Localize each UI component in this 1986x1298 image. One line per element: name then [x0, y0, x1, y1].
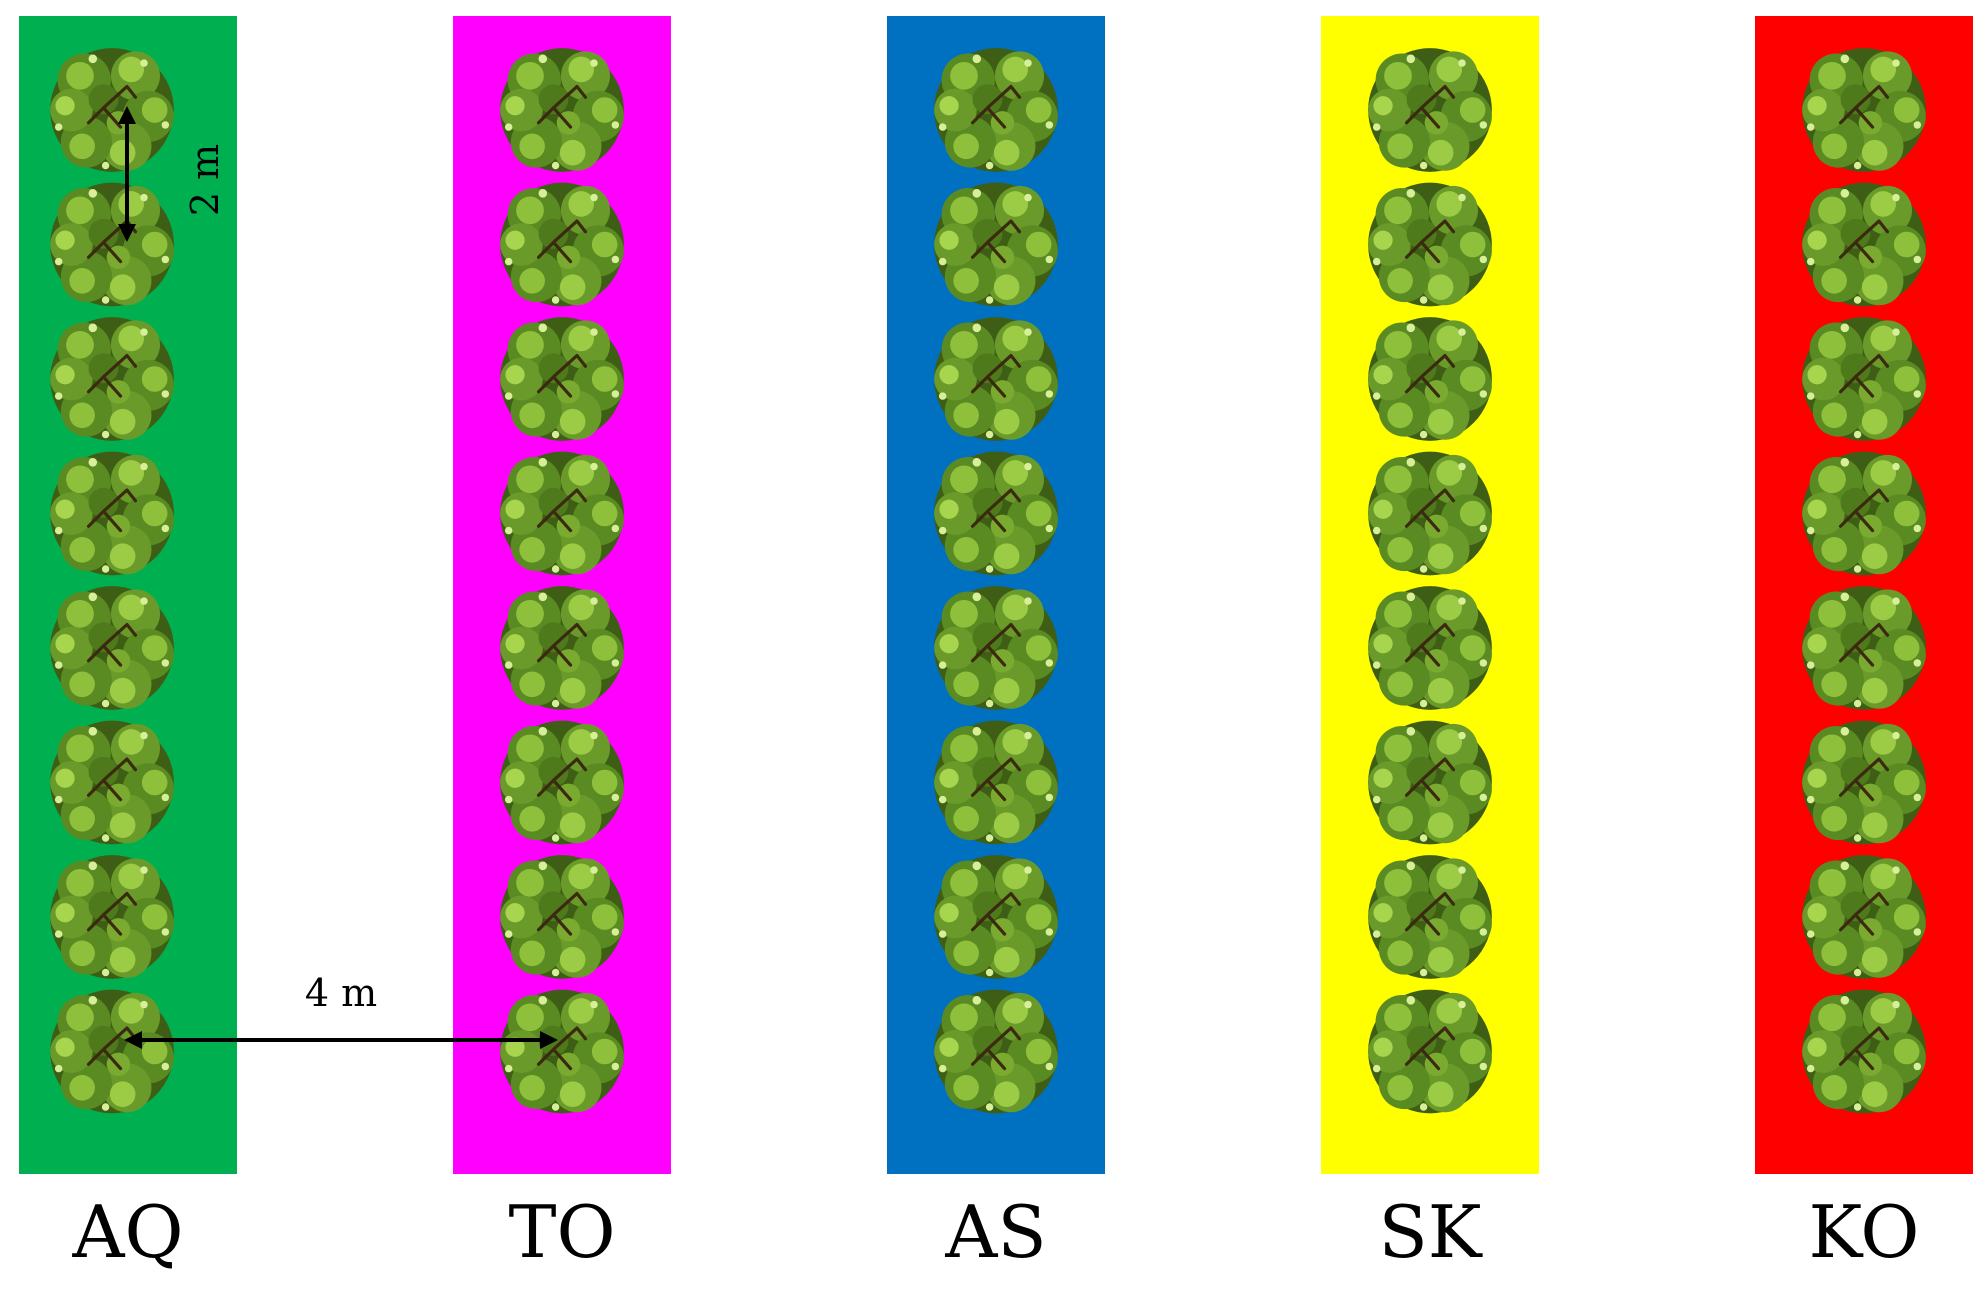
spacing-dimensions: 2 m 4 m: [118, 106, 558, 1049]
tree-top-view-icon: [48, 46, 176, 174]
tree-top-view-icon: [1800, 315, 1928, 443]
tree-top-view-icon: [498, 853, 626, 981]
tree-top-view-icon: [1800, 584, 1928, 712]
tree-top-view-icon: [498, 988, 626, 1115]
tree-top-view-icon: [498, 315, 626, 443]
tree-top-view-icon: [498, 719, 626, 846]
tree-top-view-icon: [48, 988, 176, 1115]
between-row-spacing-label: 4 m: [305, 971, 377, 1015]
tree-top-view-icon: [1800, 853, 1928, 981]
tree-top-view-icon: [1366, 719, 1494, 846]
in-row-spacing-label: 2 m: [183, 144, 227, 216]
tree-top-view-icon: [932, 853, 1060, 981]
tree-top-view-icon: [48, 181, 176, 308]
tree-top-view-icon: [498, 181, 626, 308]
tree-top-view-icon: [932, 719, 1060, 846]
tree-top-view-icon: [1366, 450, 1494, 577]
tree-top-view-icon: [498, 450, 626, 577]
row-label-ko: KO: [1809, 1190, 1920, 1274]
tree-top-view-icon: [498, 584, 626, 712]
tree-top-view-icon: [48, 853, 176, 981]
tree-top-view-icon: [932, 988, 1060, 1115]
tree-top-view-icon: [932, 181, 1060, 308]
tree-top-view-icon: [932, 46, 1060, 174]
between-row-spacing-arrow: 4 m: [124, 971, 558, 1049]
tree-top-view-icon: [48, 315, 176, 443]
tree-top-view-icon: [1366, 315, 1494, 443]
row-label-to: TO: [508, 1190, 615, 1274]
tree-top-view-icon: [498, 46, 626, 174]
tree-top-view-icon: [1800, 719, 1928, 846]
tree-top-view-icon: [932, 450, 1060, 577]
plant-rows: AQ TO AS SK KO: [19, 16, 1973, 1274]
tree-top-view-icon: [1366, 181, 1494, 308]
tree-top-view-icon: [1800, 450, 1928, 577]
row-label-sk: SK: [1378, 1190, 1482, 1274]
tree-top-view-icon: [1800, 46, 1928, 174]
tree-top-view-icon: [1366, 853, 1494, 981]
tree-top-view-icon: [48, 450, 176, 577]
tree-top-view-icon: [1800, 181, 1928, 308]
tree-top-view-icon: [1800, 988, 1928, 1115]
tree-top-view-icon: [932, 584, 1060, 712]
tree-top-view-icon: [932, 315, 1060, 443]
row-label-as: AS: [944, 1190, 1046, 1274]
tree-top-view-icon: [48, 719, 176, 846]
tree-top-view-icon: [48, 584, 176, 712]
in-row-spacing-arrow: 2 m: [118, 106, 227, 242]
tree-top-view-icon: [1366, 46, 1494, 174]
row-label-aq: AQ: [71, 1190, 183, 1274]
tree-top-view-icon: [1366, 584, 1494, 712]
tree-top-view-icon: [1366, 988, 1494, 1115]
